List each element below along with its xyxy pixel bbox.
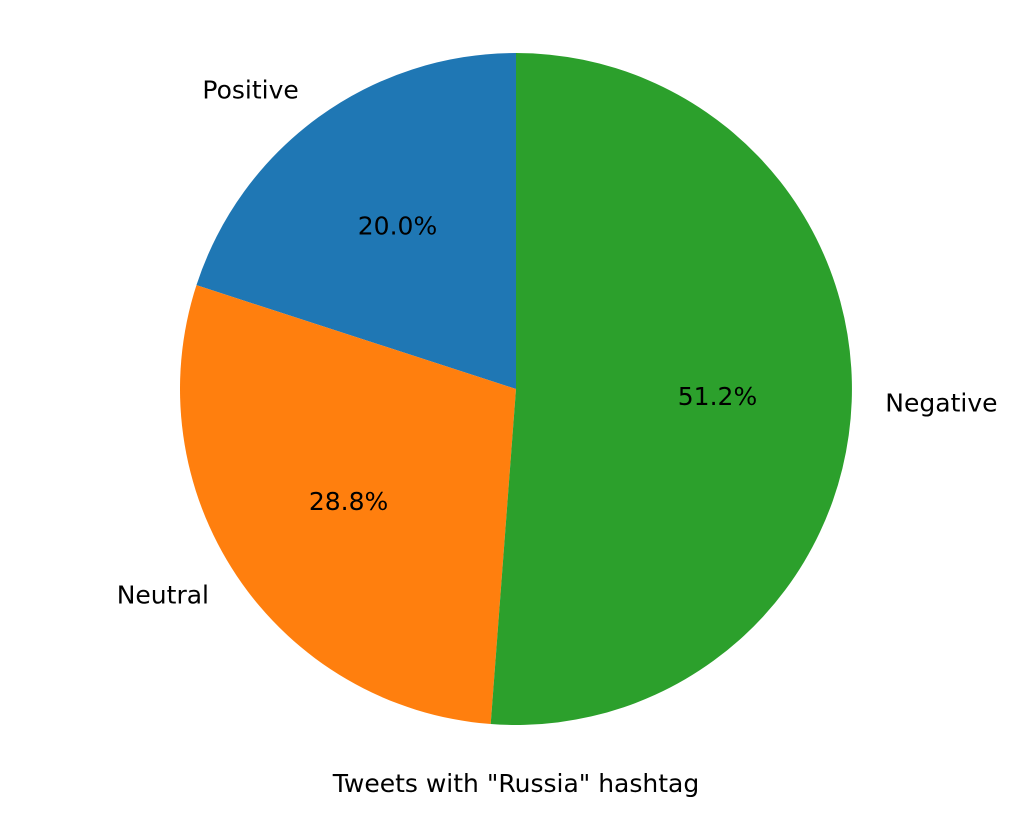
- pie-category-label-positive: Positive: [202, 76, 298, 105]
- pie-pct-label-negative: 51.2%: [678, 382, 757, 411]
- pie-pct-label-positive: 20.0%: [358, 211, 437, 240]
- pie-category-label-neutral: Neutral: [117, 580, 209, 609]
- pie-slice-positive: [196, 53, 516, 389]
- pie-category-label-negative: Negative: [885, 388, 997, 417]
- pie-labels: 20.0% Positive 28.8% Neutral 51.2% Negative: [117, 76, 998, 610]
- pie-slice-neutral: [180, 285, 516, 725]
- pie-slice-negative: [490, 53, 852, 725]
- pie-slices: [180, 53, 852, 725]
- pie-pct-label-neutral: 28.8%: [309, 487, 388, 516]
- chart-xlabel: Tweets with "Russia" hashtag: [332, 769, 699, 798]
